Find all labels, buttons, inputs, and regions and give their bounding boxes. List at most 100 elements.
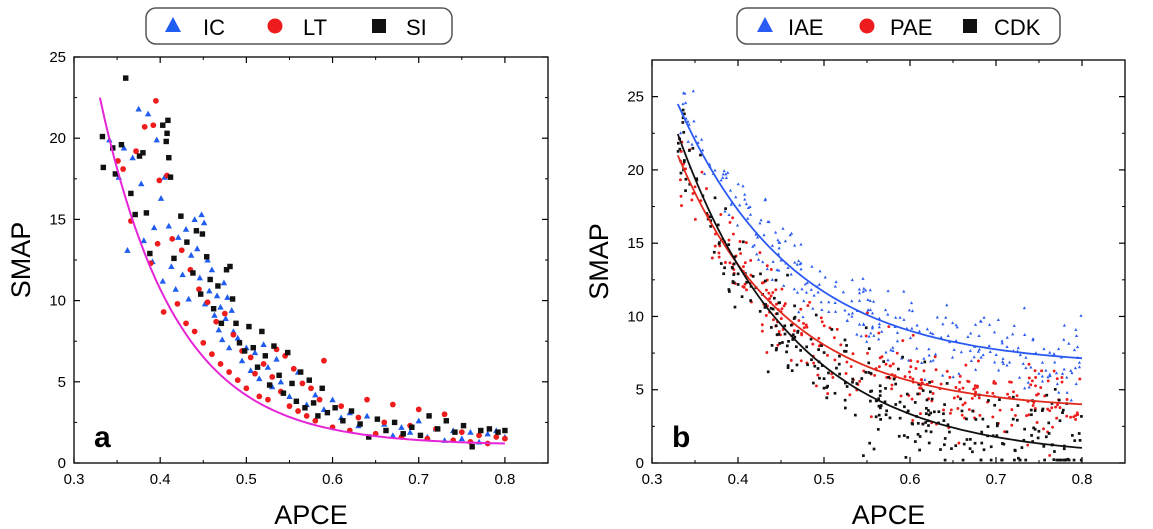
data-point-b-pae: [1010, 423, 1014, 427]
data-point-a-si: [143, 210, 150, 216]
data-point-a-lt: [150, 122, 157, 129]
data-point-b-cdk: [1064, 458, 1068, 462]
data-point-b-cdk: [906, 435, 910, 439]
data-point-b-iae: [915, 323, 919, 327]
data-point-b-iae: [994, 353, 998, 356]
data-point-b-pae: [811, 342, 815, 346]
data-point-b-cdk: [771, 307, 775, 311]
data-point-b-iae: [683, 101, 688, 105]
data-point-b-iae: [861, 276, 865, 280]
data-point-a-ic: [129, 154, 136, 161]
data-point-b-pae: [678, 178, 682, 182]
data-point-a-ic: [256, 375, 263, 382]
data-point-a-lt: [221, 310, 228, 317]
data-point-b-pae: [1074, 418, 1078, 421]
data-point-b-cdk: [995, 434, 999, 438]
data-point-b-cdk: [877, 397, 881, 401]
data-point-b-iae: [1062, 367, 1066, 371]
data-point-a-si: [434, 426, 441, 432]
data-point-b-cdk: [918, 448, 922, 452]
data-point-b-iae: [877, 322, 882, 326]
data-point-a-si: [443, 418, 450, 424]
data-point-b-iae: [724, 176, 728, 180]
data-point-b-pae: [994, 381, 998, 385]
data-point-b-iae: [1079, 313, 1083, 317]
data-point-a-lt: [260, 361, 267, 367]
x-tick-label-a: 0.6: [322, 471, 343, 488]
data-point-b-cdk: [864, 370, 868, 374]
data-point-b-cdk: [732, 273, 736, 276]
data-point-b-iae: [736, 182, 740, 186]
data-point-b-cdk: [712, 250, 716, 254]
data-point-b-pae: [890, 383, 894, 387]
data-point-b-pae: [1069, 415, 1073, 419]
data-point-b-iae: [755, 252, 759, 256]
data-point-b-pae: [1072, 415, 1076, 419]
data-point-b-pae: [911, 419, 915, 422]
data-point-b-iae: [804, 290, 809, 294]
y-tick-label-a: 5: [58, 374, 66, 391]
data-point-b-iae: [721, 175, 725, 179]
data-point-a-ic: [220, 279, 228, 286]
data-point-a-si: [132, 211, 138, 218]
data-point-a-si: [302, 405, 308, 411]
data-point-a-si: [136, 153, 143, 159]
data-point-b-cdk: [916, 433, 920, 436]
data-point-a-si: [165, 117, 171, 124]
data-point-a-ic: [120, 144, 128, 151]
data-point-a-si: [229, 296, 236, 302]
data-point-b-pae: [972, 387, 976, 391]
data-point-b-pae: [1015, 394, 1019, 398]
data-point-b-cdk: [1024, 458, 1028, 462]
data-point-b-cdk: [1055, 458, 1059, 462]
data-point-b-cdk: [879, 418, 882, 421]
data-point-b-iae: [728, 188, 733, 192]
data-point-a-ic: [467, 428, 474, 435]
data-point-b-iae: [1005, 345, 1009, 348]
data-point-b-iae: [834, 280, 838, 284]
data-point-b-iae: [1005, 363, 1009, 367]
data-point-a-ic: [200, 219, 208, 226]
data-point-b-cdk: [928, 380, 931, 384]
data-point-a-ic: [135, 105, 142, 112]
data-point-b-iae: [779, 258, 783, 262]
x-tick-label-a: 0.8: [494, 471, 515, 488]
data-point-b-iae: [889, 348, 893, 352]
data-point-b-iae: [1067, 341, 1071, 345]
data-point-b-iae: [891, 349, 895, 353]
data-point-b-iae: [850, 314, 854, 318]
data-point-a-ic: [204, 256, 211, 263]
data-point-b-pae: [832, 336, 836, 340]
legend-b-pae-marker: [859, 18, 875, 34]
data-point-b-cdk: [950, 447, 953, 450]
data-point-b-iae: [979, 355, 983, 359]
data-point-b-iae: [935, 315, 939, 319]
data-point-b-cdk: [878, 384, 882, 388]
data-point-b-cdk: [843, 338, 847, 342]
data-point-b-cdk: [1013, 458, 1016, 462]
data-point-a-lt: [230, 331, 237, 338]
data-point-a-si: [167, 174, 174, 180]
data-point-b-cdk: [799, 349, 803, 352]
data-point-a-si: [276, 372, 282, 379]
data-point-b-iae: [799, 242, 803, 246]
data-point-b-pae: [777, 330, 781, 333]
data-point-a-si: [254, 364, 261, 370]
data-point-a-lt: [183, 320, 189, 327]
data-point-b-iae: [941, 373, 945, 377]
data-point-a-si: [140, 150, 146, 156]
data-point-b-pae: [771, 291, 775, 294]
data-point-b-pae: [931, 392, 935, 395]
data-point-b-iae: [1007, 360, 1012, 364]
data-point-b-cdk: [827, 371, 830, 375]
data-point-b-pae: [727, 238, 731, 242]
data-point-b-iae: [982, 315, 986, 319]
data-point-b-cdk: [923, 360, 927, 364]
data-point-b-iae: [702, 172, 707, 176]
data-point-b-iae: [951, 375, 955, 379]
data-point-b-iae: [929, 359, 933, 363]
data-point-b-cdk: [833, 391, 837, 395]
data-point-b-cdk: [864, 326, 868, 330]
data-point-b-cdk: [1057, 398, 1061, 402]
data-point-b-iae: [1065, 375, 1069, 379]
